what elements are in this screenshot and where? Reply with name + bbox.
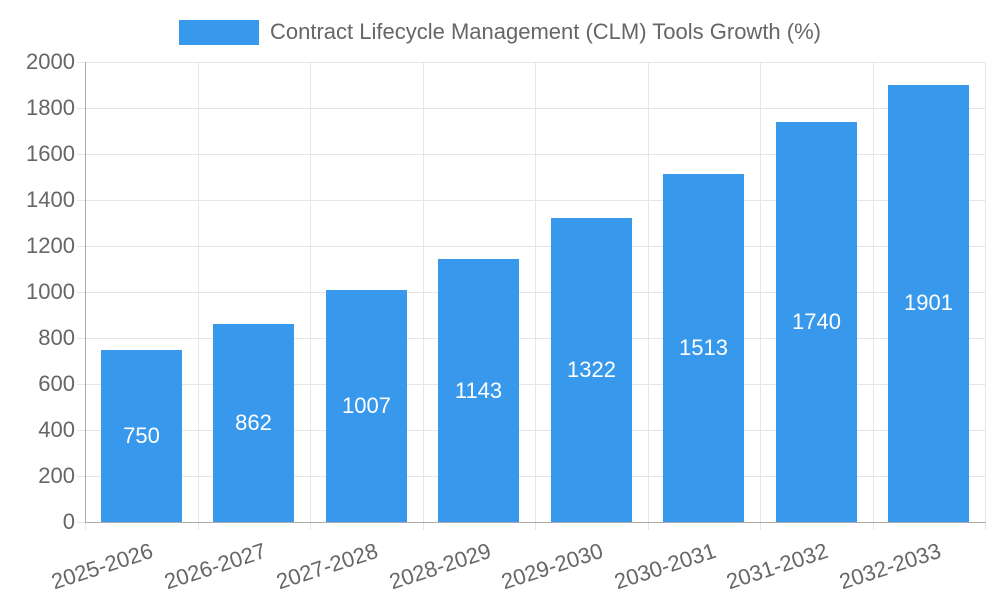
x-axis-tick — [985, 522, 986, 530]
y-axis-tick — [77, 200, 85, 201]
y-axis-tick-label: 600 — [38, 371, 75, 396]
bar[interactable] — [776, 122, 857, 522]
bar-value-label: 750 — [123, 423, 160, 448]
x-axis-tick — [198, 522, 199, 530]
x-axis-tick-label[interactable]: 2028-2029 — [385, 538, 494, 595]
bar[interactable] — [213, 324, 294, 522]
y-axis-tick — [77, 62, 85, 63]
bar-value-label: 1513 — [679, 335, 728, 360]
y-axis-tick — [77, 154, 85, 155]
y-axis-tick-label: 2000 — [26, 49, 75, 74]
bar[interactable] — [438, 259, 519, 522]
bar-value-label: 1740 — [792, 309, 841, 334]
gridline-vertical — [198, 62, 199, 522]
x-axis-tick — [648, 522, 649, 530]
x-axis-tick-label[interactable]: 2027-2028 — [272, 538, 381, 595]
y-axis-tick — [77, 522, 85, 523]
gridline-vertical — [535, 62, 536, 522]
gridline-vertical — [648, 62, 649, 522]
x-axis-tick-label[interactable]: 2025-2026 — [47, 538, 156, 595]
x-axis-tick-label[interactable]: 2031-2032 — [722, 538, 831, 595]
gridline-vertical — [873, 62, 874, 522]
y-axis-tick — [77, 108, 85, 109]
gridline-vertical — [760, 62, 761, 522]
y-axis-tick — [77, 430, 85, 431]
bar-value-label: 1901 — [904, 290, 953, 315]
chart-legend[interactable]: Contract Lifecycle Management (CLM) Tool… — [0, 19, 1000, 45]
y-axis-line — [85, 62, 86, 523]
legend-swatch — [178, 19, 259, 45]
x-axis-tick — [85, 522, 86, 530]
y-axis-tick-label: 1000 — [26, 279, 75, 304]
y-axis-tick-label: 0 — [62, 509, 75, 534]
bar[interactable] — [326, 290, 407, 522]
bar-value-label: 1007 — [342, 393, 391, 418]
y-axis-tick-label: 800 — [38, 325, 75, 350]
bar[interactable] — [888, 85, 969, 522]
y-axis-tick — [77, 338, 85, 339]
bar[interactable] — [101, 350, 182, 523]
y-axis-tick — [77, 476, 85, 477]
x-axis-tick — [535, 522, 536, 530]
y-axis-tick-label: 400 — [38, 417, 75, 442]
x-axis-line — [85, 522, 986, 523]
y-axis-tick — [77, 292, 85, 293]
bar-value-label: 1322 — [567, 357, 616, 382]
x-axis-tick — [310, 522, 311, 530]
gridline-vertical — [423, 62, 424, 522]
x-axis-tick-label[interactable]: 2029-2030 — [497, 538, 606, 595]
bar-value-label: 862 — [235, 410, 272, 435]
y-axis-tick-label: 1400 — [26, 187, 75, 212]
y-axis-tick-label: 1600 — [26, 141, 75, 166]
gridline-vertical — [310, 62, 311, 522]
bar-value-label: 1143 — [454, 378, 503, 403]
gridline-vertical — [985, 62, 986, 522]
x-axis-tick-label[interactable]: 2032-2033 — [835, 538, 944, 595]
bar[interactable] — [551, 218, 632, 522]
y-axis-tick-label: 1800 — [26, 95, 75, 120]
x-axis-tick — [760, 522, 761, 530]
y-axis-tick-label: 1200 — [26, 233, 75, 258]
y-axis-tick-label: 200 — [38, 463, 75, 488]
x-axis-tick — [423, 522, 424, 530]
bar[interactable] — [663, 174, 744, 522]
y-axis-tick — [77, 384, 85, 385]
x-axis-tick — [873, 522, 874, 530]
x-axis-tick-label[interactable]: 2030-2031 — [610, 538, 719, 595]
x-axis-tick-label[interactable]: 2026-2027 — [160, 538, 269, 595]
y-axis-tick — [77, 246, 85, 247]
legend-label: Contract Lifecycle Management (CLM) Tool… — [269, 19, 821, 44]
